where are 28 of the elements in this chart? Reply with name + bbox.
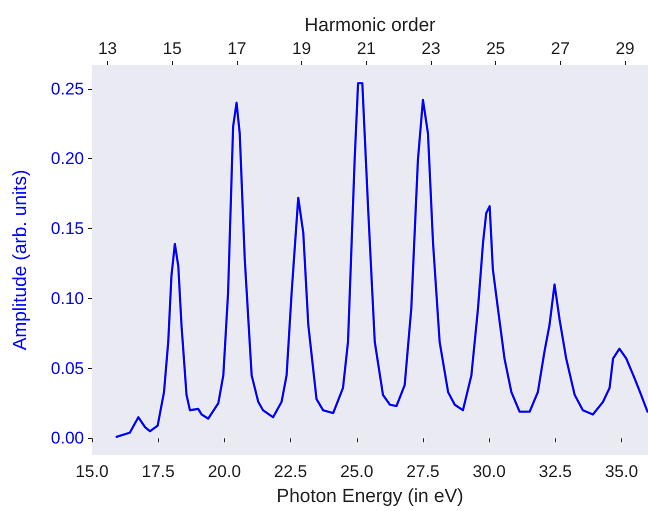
x-tick-label: 35.0 [604, 462, 638, 481]
x2-tick-label: 15 [162, 39, 182, 58]
y-tick-label: 0.15 [50, 219, 84, 238]
x-tick-label: 20.0 [208, 462, 241, 481]
x-tick-label: 25.0 [340, 462, 374, 481]
x-tick-label: 32.5 [538, 462, 572, 481]
y-tick-label: 0.00 [50, 428, 84, 448]
y-axis-title: Amplitude (arb. units) [10, 170, 31, 350]
x2-tick-label: 21 [356, 39, 376, 58]
x-tick-label: 15.0 [75, 462, 109, 481]
y-tick-label: 0.05 [50, 358, 84, 378]
x2-tick-label: 29 [616, 39, 634, 58]
x2-tick-label: 27 [550, 39, 570, 58]
y-tick-label: 0.10 [50, 288, 84, 308]
x-tick-label: 30.0 [472, 462, 506, 481]
x2-tick-label: 19 [292, 39, 312, 58]
y-tick-label: 0.25 [50, 79, 84, 98]
x2-tick-label: 17 [227, 39, 246, 58]
x2-tick-label: 23 [422, 39, 440, 58]
x-tick-label: 17.5 [142, 462, 175, 481]
x-tick-label: 22.5 [274, 462, 308, 481]
y-tick-label: 0.20 [50, 149, 84, 168]
x-axis-title: Photon Energy (in eV) [276, 486, 464, 507]
x2-axis-title: Harmonic order [304, 15, 436, 36]
x-tick-label: 27.5 [406, 462, 440, 481]
x2-tick-label: 25 [486, 39, 506, 58]
line-series [116, 82, 648, 438]
x2-tick-label: 13 [98, 39, 117, 58]
